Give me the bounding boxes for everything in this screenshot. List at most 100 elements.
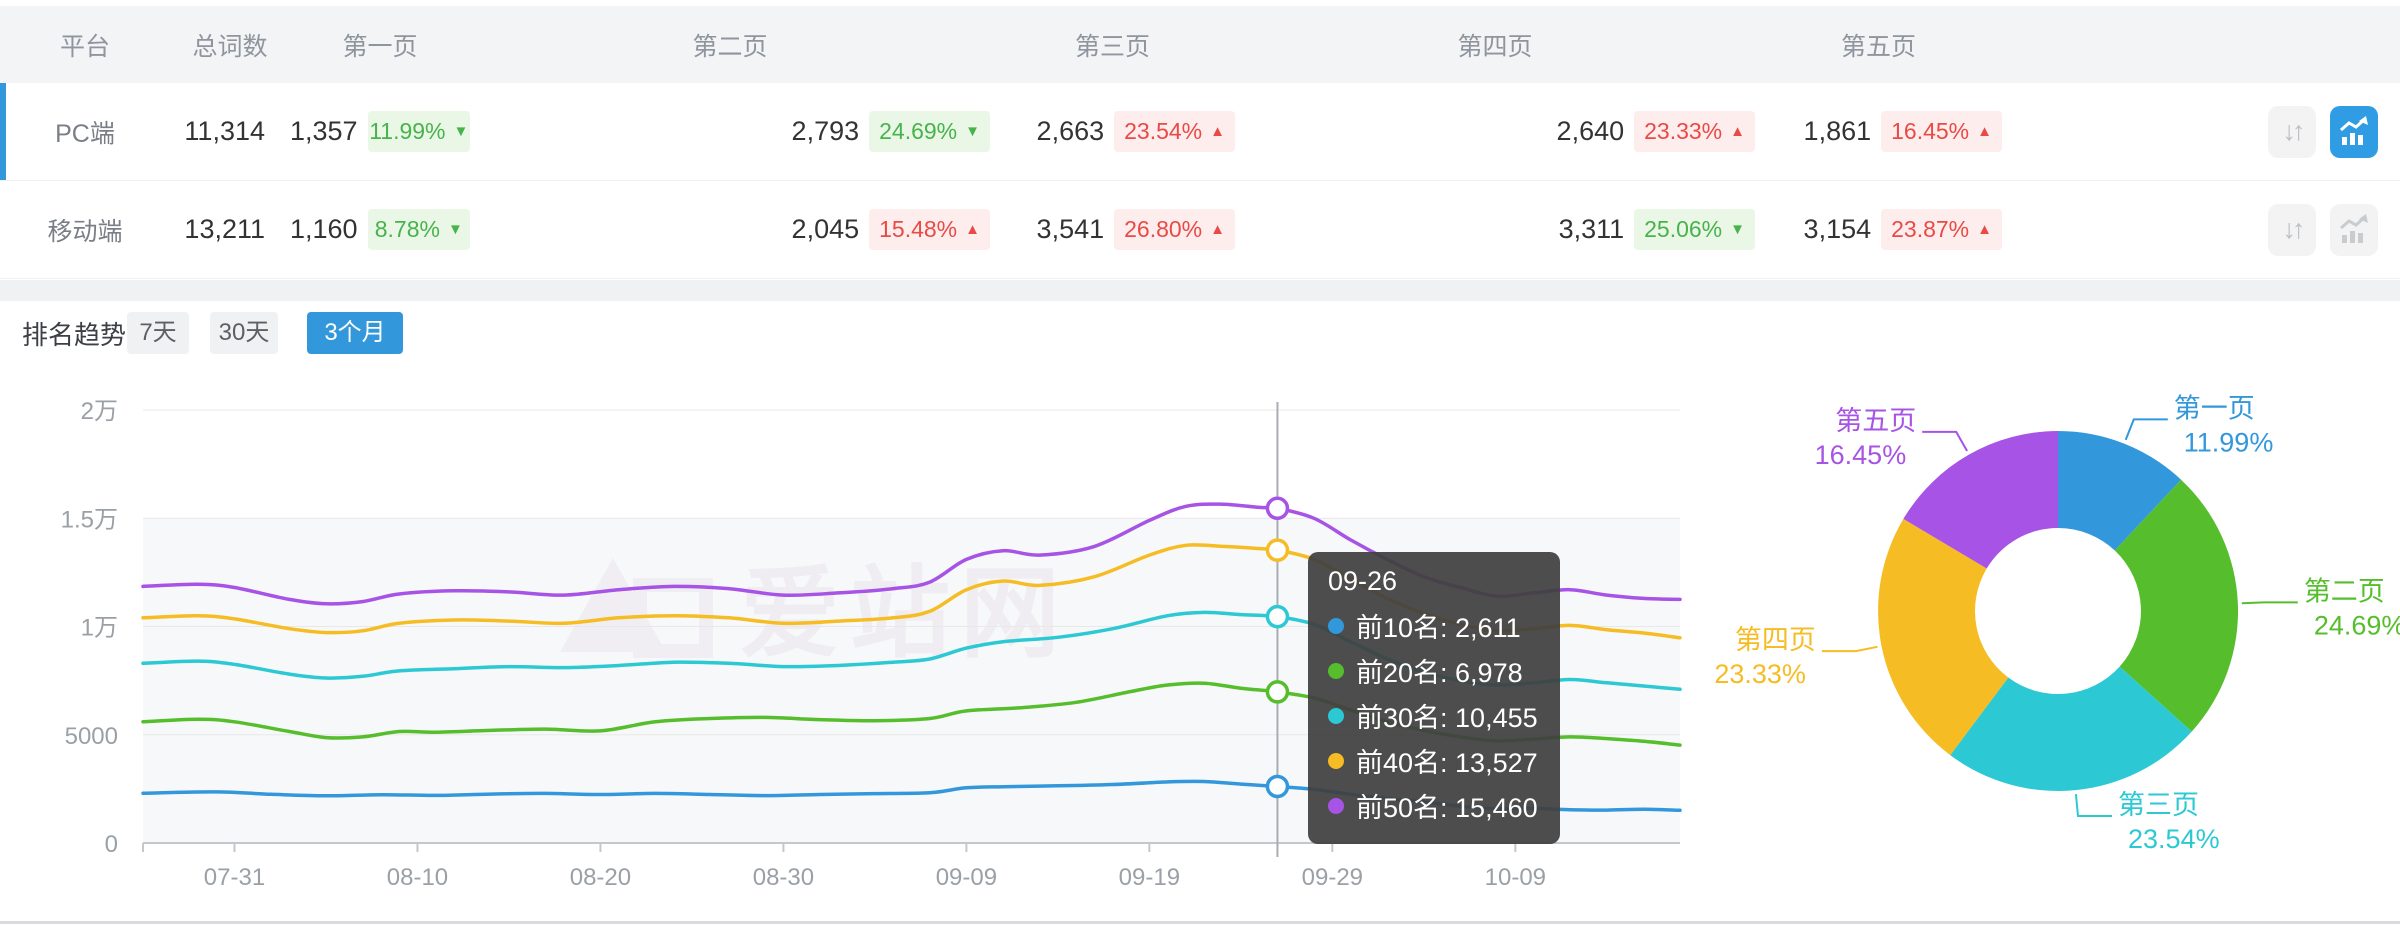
- pct-value: 23.33%: [1644, 118, 1723, 144]
- donut-label-name: 第四页: [1735, 625, 1816, 655]
- y-axis-label: 0: [105, 831, 118, 858]
- page-4-pct-badge: 23.33% ▲: [1634, 111, 1755, 152]
- x-axis-label: 09-19: [1119, 864, 1180, 891]
- column-header-5: 第四页: [1457, 32, 1533, 61]
- x-axis-label: 10-09: [1485, 864, 1546, 891]
- donut-slice-第一页: [2058, 431, 2182, 551]
- legend-dot-icon: [1328, 752, 1344, 769]
- x-axis-label: 09-29: [1302, 864, 1363, 891]
- page-distribution-donut-chart: 第一页 11.99% 第二页 24.69% 第三页 23.54% 第四页 23.33% 第五页 1…: [1680, 360, 2400, 920]
- donut-slice-第三页: [1950, 666, 2192, 792]
- page-3-cell: 3,541 26.80% ▲: [990, 209, 1235, 250]
- crosshair-marker-前10名: [1265, 774, 1290, 799]
- table-row[interactable]: PC端 11,314 1,357 11.99% ▼ 2,793 24.69% ▼ 2,663 23…: [0, 83, 2400, 181]
- page-3-count: 2,663: [1036, 116, 1105, 146]
- donut-slice-第二页: [2114, 479, 2239, 732]
- page-5-pct-badge: 23.87% ▲: [1881, 209, 2002, 250]
- arrow-down-icon: ▼: [447, 221, 463, 238]
- column-header-4: 第三页: [1074, 32, 1150, 61]
- tooltip-row: 前40名: 13,527: [1328, 738, 1540, 783]
- tooltip-label: 前30名: 10,455: [1356, 703, 1538, 733]
- page-4-pct-badge: 25.06% ▼: [1634, 209, 1755, 250]
- crosshair-marker-前50名: [1265, 496, 1290, 521]
- page-4-count: 3,311: [1558, 214, 1625, 244]
- pct-value: 24.69%: [879, 118, 958, 144]
- legend-dot-icon: [1328, 707, 1344, 724]
- trend-chart-button[interactable]: [2330, 203, 2378, 256]
- tab-range-30天[interactable]: 30天: [210, 312, 278, 354]
- tooltip-date: 09-26: [1328, 566, 1398, 596]
- donut-label-name: 第二页: [2304, 576, 2385, 606]
- donut-slice-第四页: [1878, 518, 2009, 756]
- page-3-pct-badge: 26.80% ▲: [1114, 209, 1235, 250]
- page-3-count: 3,541: [1036, 214, 1105, 244]
- arrow-up-icon: ▲: [1977, 221, 1992, 238]
- total-words-cell: 11,314: [184, 116, 265, 146]
- y-axis-label: 1.5万: [61, 506, 118, 533]
- page-4-cell: 2,640 23.33% ▲: [1235, 111, 1755, 152]
- column-header-2: 第一页: [342, 32, 418, 61]
- donut-label-pct: 16.45%: [1815, 440, 1907, 470]
- page-1-count: 1,357: [290, 116, 358, 146]
- arrow-up-icon: ▲: [1210, 221, 1225, 238]
- column-header-0: 平台: [59, 32, 110, 61]
- page-2-pct-badge: 24.69% ▼: [869, 111, 990, 152]
- donut-label-pct: 23.54%: [2128, 824, 2220, 854]
- donut-slice-第五页: [1903, 431, 2058, 569]
- donut-label-pct: 11.99%: [2184, 427, 2274, 457]
- page-1-cell: 1,357 11.99% ▼: [290, 111, 470, 152]
- donut-label-pct: 23.33%: [1714, 659, 1806, 689]
- crosshair-marker-前30名: [1265, 604, 1290, 629]
- donut-label-name: 第三页: [2118, 790, 2199, 820]
- page-2-cell: 2,793 24.69% ▼: [470, 111, 990, 152]
- sort-arrows-button[interactable]: ↓↑: [2268, 203, 2316, 256]
- x-axis-label: 09-09: [936, 864, 997, 891]
- trend-section-title: 排名趋势: [22, 320, 127, 350]
- chart-tooltip: 09-26 前10名: 2,611 前20名: 6,978 前30名: 10,455…: [1308, 552, 1560, 844]
- arrow-down-icon: ▼: [1730, 221, 1745, 238]
- donut-label-leader: [2074, 794, 2112, 817]
- page-4-count: 2,640: [1556, 116, 1625, 146]
- section-divider: [0, 280, 2400, 301]
- trend-chart-glyph: [2340, 213, 2368, 243]
- sort-arrows-icon: ↓↑: [2282, 214, 2306, 244]
- row-actions: ↓↑: [2268, 203, 2378, 256]
- page-5-pct-badge: 16.45% ▲: [1881, 111, 2002, 152]
- page-bottom-border: [0, 921, 2400, 924]
- y-axis-label: 1万: [81, 615, 118, 642]
- donut-label-name: 第五页: [1835, 406, 1916, 436]
- donut-label-leader: [2241, 601, 2298, 605]
- arrow-up-icon: ▲: [1977, 123, 1992, 140]
- page-5-cell: 3,154 23.87% ▲: [1755, 209, 2002, 250]
- platform-cell: 移动端: [47, 217, 123, 246]
- tab-range-7天[interactable]: 7天: [127, 312, 189, 354]
- pct-value: 23.87%: [1891, 216, 1970, 242]
- arrow-down-icon: ▼: [965, 123, 980, 140]
- crosshair-marker-前40名: [1265, 538, 1290, 562]
- page-5-cell: 1,861 16.45% ▲: [1755, 111, 2002, 152]
- x-axis-label: 08-30: [753, 864, 814, 891]
- donut-label-leader: [1922, 430, 1968, 452]
- crosshair-marker-前20名: [1265, 680, 1290, 704]
- total-words-cell: 13,211: [184, 214, 265, 244]
- arrow-up-icon: ▲: [1730, 123, 1745, 140]
- tab-range-3个月[interactable]: 3个月: [307, 312, 403, 354]
- table-row[interactable]: 移动端 13,211 1,160 8.78% ▼ 2,045 15.48% ▲ 3,541 26.…: [0, 181, 2400, 279]
- trend-toolbar: 排名趋势 7天 30天 3个月: [0, 301, 2400, 371]
- page-2-cell: 2,045 15.48% ▲: [470, 209, 990, 250]
- tooltip-row: 前30名: 10,455: [1328, 693, 1540, 738]
- page-1-pct-badge: 8.78% ▼: [367, 209, 470, 250]
- page-3-pct-badge: 23.54% ▲: [1114, 111, 1235, 152]
- tooltip-row: 前10名: 2,611: [1328, 603, 1540, 648]
- sort-arrows-button[interactable]: ↓↑: [2268, 105, 2316, 158]
- arrow-down-icon: ▼: [453, 123, 469, 140]
- donut-label-leader: [1821, 645, 1878, 653]
- pct-value: 23.54%: [1124, 118, 1203, 144]
- trend-chart-button[interactable]: [2330, 105, 2378, 158]
- tooltip-label: 前10名: 2,611: [1356, 613, 1521, 643]
- pct-value: 26.80%: [1124, 216, 1203, 242]
- y-axis-label: 2万: [81, 398, 118, 425]
- column-header-6: 第五页: [1840, 32, 1916, 61]
- keyword-rank-table: 平台 总词数 第一页 第二页 第三页 第四页 第五页 PC端 11,314 1,357 11.99…: [0, 0, 2400, 279]
- pct-value: 25.06%: [1644, 216, 1723, 242]
